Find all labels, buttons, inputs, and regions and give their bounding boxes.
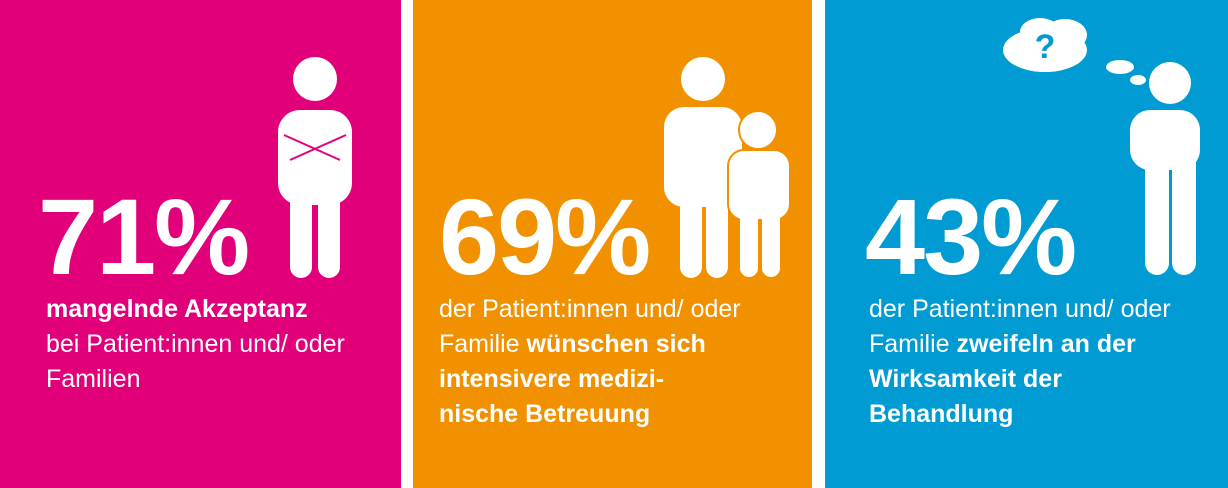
- stat-panel-care: 69% der Patient:innen und/ oder Familie …: [413, 0, 812, 488]
- stat-description: der Patient:innen und/ oder Familie zwei…: [869, 292, 1189, 432]
- bold-text: mangelnde Akzeptanz: [46, 295, 308, 323]
- stat-description: mangelnde Akzeptanz bei Patient:innen und…: [46, 292, 386, 397]
- person-arms-crossed-icon: [278, 57, 352, 278]
- percent-value: 69%: [439, 176, 651, 297]
- normal-text: bei Patient:innen und/ oder Familien: [46, 330, 345, 393]
- stat-panel-acceptance: 71% mangelnde Akzeptanz bei Patient:innen…: [0, 0, 401, 488]
- percent-value: 71%: [38, 176, 250, 297]
- normal-text: der Patient:innen und/ oder Familie: [869, 295, 1171, 358]
- stat-description: der Patient:innen und/ oder Familie wüns…: [439, 292, 749, 432]
- bold-text: zweifeln an der Wirksamkeit der Behandlu…: [869, 330, 1136, 428]
- thinking-person-question-icon: ?: [1003, 18, 1200, 275]
- bold-text: wünschen sich intensivere medizi- nische…: [439, 330, 706, 428]
- percent-value: 43%: [865, 176, 1077, 297]
- stat-panel-doubt: ? 43% der Patient:innen und/ oder Famili…: [825, 0, 1228, 488]
- svg-text:?: ?: [1035, 28, 1056, 66]
- adult-with-child-icon: [664, 57, 791, 278]
- normal-text: der Patient:innen und/ oder Familie: [439, 295, 741, 358]
